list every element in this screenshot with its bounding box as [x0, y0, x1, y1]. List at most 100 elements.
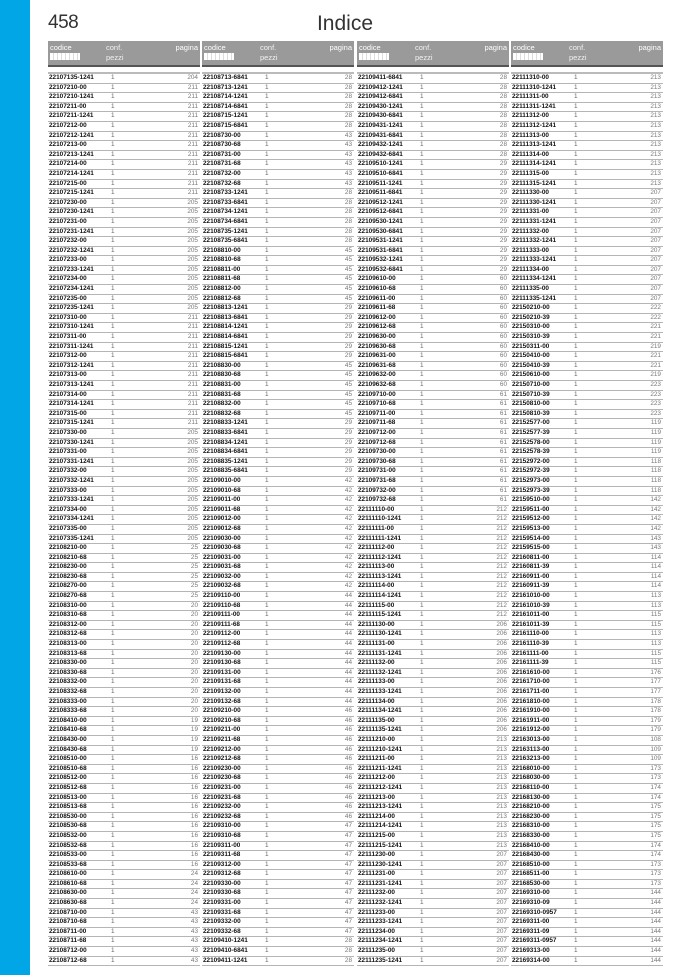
table-row: 22152578-39 1 119 — [511, 448, 663, 458]
pack-quantity: 1 — [420, 285, 424, 293]
page-reference: 212 — [496, 505, 507, 513]
product-code: 22109211-68 — [203, 735, 241, 743]
page-reference: 118 — [650, 457, 661, 465]
product-code: 22111111-00 — [358, 524, 394, 532]
product-code: 22152973-00 — [512, 476, 550, 484]
table-row: 22109431-6841 1 28 — [357, 132, 509, 142]
table-row: 22108333-68 1 20 — [48, 707, 200, 717]
product-code: 22161910-00 — [512, 707, 550, 715]
table-row: 22108512-00 1 16 — [48, 774, 200, 784]
table-row: 22109111-00 1 44 — [202, 611, 354, 621]
page-reference: 118 — [650, 476, 661, 484]
table-row: 22108715-6841 1 28 — [202, 122, 354, 132]
product-code: 22163213-00 — [512, 755, 550, 763]
page-reference: 28 — [499, 150, 507, 158]
product-code: 22111132-00 — [358, 659, 395, 667]
pack-quantity: 1 — [420, 409, 424, 417]
page-reference: 29 — [344, 342, 352, 350]
pack-quantity: 1 — [265, 812, 269, 820]
page-reference: 142 — [650, 505, 661, 513]
table-row: 22109512-6841 1 29 — [357, 208, 509, 218]
product-code: 22111313-00 — [512, 131, 549, 139]
product-code: 22108810-00 — [203, 246, 241, 254]
pack-quantity: 1 — [265, 457, 269, 465]
table-row: 22108430-68 1 19 — [48, 746, 200, 756]
table-row: 22109431-1241 1 28 — [357, 122, 509, 132]
product-code: 22107213-00 — [49, 141, 87, 149]
table-row: 22109530-1241 1 29 — [357, 218, 509, 228]
product-code: 22111330-00 — [512, 189, 549, 197]
product-code: 22108812-00 — [203, 285, 241, 293]
table-row: 22107330-1241 1 205 — [48, 439, 200, 449]
product-code: 22109010-68 — [203, 486, 241, 494]
page-reference: 19 — [190, 726, 198, 734]
table-row: 22108711-00 1 43 — [48, 928, 200, 938]
pack-quantity: 1 — [111, 112, 115, 120]
product-code: 22150610-00 — [512, 371, 550, 379]
page-reference: 207 — [650, 285, 661, 293]
page-reference: 115 — [650, 649, 661, 657]
page-reference: 45 — [344, 371, 352, 379]
pack-quantity: 1 — [265, 333, 269, 341]
pack-quantity: 1 — [420, 592, 424, 600]
product-code: 22107231-1241 — [49, 227, 94, 235]
page-reference: 45 — [344, 265, 352, 273]
page-reference: 211 — [187, 409, 198, 417]
product-code: 22109530-1241 — [358, 217, 403, 225]
page-reference: 211 — [187, 371, 198, 379]
pack-quantity: 1 — [574, 371, 578, 379]
table-row: 22111232-00 1 207 — [357, 889, 509, 900]
product-code: 22111130-1241 — [358, 630, 402, 638]
product-code: 22111235-00 — [358, 947, 395, 955]
table-row: 22150310-00 1 221 — [511, 323, 663, 334]
pack-quantity: 1 — [574, 908, 578, 916]
pack-quantity: 1 — [420, 217, 424, 225]
page-reference: 44 — [344, 592, 352, 600]
product-code: 22108333-68 — [49, 707, 87, 715]
pack-quantity: 1 — [420, 189, 424, 197]
product-code: 22108712-00 — [49, 947, 87, 955]
pack-quantity: 1 — [111, 659, 115, 667]
pack-quantity: 1 — [265, 112, 269, 120]
table-row: 22168310-00 1 175 — [511, 822, 663, 832]
pack-quantity: 1 — [574, 438, 578, 446]
page-reference: 60 — [499, 361, 507, 369]
pack-quantity: 1 — [574, 333, 578, 341]
page-reference: 28 — [344, 237, 352, 245]
table-row: 22111311-00 1 213 — [511, 93, 663, 103]
table-row: 22108330-68 1 20 — [48, 669, 200, 679]
page-reference: 142 — [650, 524, 661, 532]
page-reference: 213 — [496, 745, 507, 753]
table-row: 22111335-00 1 207 — [511, 285, 663, 295]
pack-quantity: 1 — [420, 870, 424, 878]
product-code: 22109532-6841 — [358, 265, 403, 273]
page-reference: 212 — [496, 544, 507, 552]
product-code: 22107314-1241 — [49, 400, 94, 408]
table-row: 22108810-00 1 45 — [202, 247, 354, 257]
table-row: 22168510-00 1 173 — [511, 861, 663, 871]
product-code: 22109612-68 — [358, 323, 396, 331]
page-reference: 28 — [344, 217, 352, 225]
table-row: 22111313-00 1 213 — [511, 132, 663, 142]
page-reference: 45 — [344, 285, 352, 293]
page-reference: 206 — [496, 640, 507, 648]
table-row: 22109032-68 1 42 — [202, 582, 354, 593]
pack-quantity: 1 — [111, 294, 115, 302]
page-reference: 29 — [344, 457, 352, 465]
product-code: 22108712-68 — [49, 956, 87, 964]
table-row: 22108733-1241 1 28 — [202, 189, 354, 199]
page-reference: 28 — [344, 208, 352, 216]
product-code: 22111331-00 — [512, 208, 549, 216]
table-row: 22111212-1241 1 213 — [357, 784, 509, 794]
pack-quantity: 1 — [574, 563, 578, 571]
pack-quantity: 1 — [265, 534, 269, 542]
product-code: 22108835-1241 — [203, 457, 248, 465]
page-reference: 24 — [190, 899, 198, 907]
page-reference: 29 — [499, 256, 507, 264]
page-reference: 173 — [650, 870, 661, 878]
header-pezzi: pezzi — [569, 53, 587, 62]
page-reference: 42 — [344, 486, 352, 494]
table-row: 22111315-00 1 213 — [511, 170, 663, 180]
table-row: 22168530-00 1 173 — [511, 880, 663, 890]
pack-quantity: 1 — [265, 803, 269, 811]
